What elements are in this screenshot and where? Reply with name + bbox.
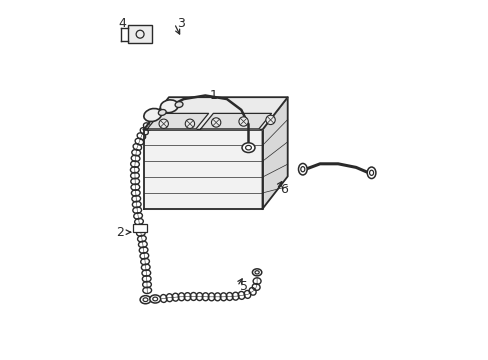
Ellipse shape bbox=[175, 102, 183, 108]
Ellipse shape bbox=[298, 163, 306, 175]
Ellipse shape bbox=[242, 143, 254, 153]
Ellipse shape bbox=[252, 269, 261, 276]
Circle shape bbox=[211, 118, 221, 127]
Circle shape bbox=[185, 119, 194, 129]
Circle shape bbox=[265, 115, 275, 125]
Polygon shape bbox=[200, 113, 271, 129]
Ellipse shape bbox=[140, 296, 151, 304]
Text: 5: 5 bbox=[240, 280, 248, 293]
Text: 3: 3 bbox=[177, 17, 185, 30]
Ellipse shape bbox=[158, 109, 166, 116]
Ellipse shape bbox=[366, 167, 375, 179]
Ellipse shape bbox=[143, 108, 161, 122]
Ellipse shape bbox=[160, 100, 178, 113]
Polygon shape bbox=[143, 97, 287, 130]
Polygon shape bbox=[147, 113, 208, 129]
Text: 1: 1 bbox=[209, 89, 217, 102]
Text: 4: 4 bbox=[118, 17, 126, 30]
Polygon shape bbox=[143, 130, 262, 209]
FancyBboxPatch shape bbox=[128, 25, 152, 43]
Circle shape bbox=[159, 119, 168, 129]
Text: 2: 2 bbox=[116, 226, 124, 239]
FancyBboxPatch shape bbox=[133, 225, 146, 233]
Circle shape bbox=[239, 117, 248, 126]
Text: 6: 6 bbox=[280, 183, 287, 195]
Polygon shape bbox=[262, 97, 287, 209]
Ellipse shape bbox=[149, 295, 160, 303]
